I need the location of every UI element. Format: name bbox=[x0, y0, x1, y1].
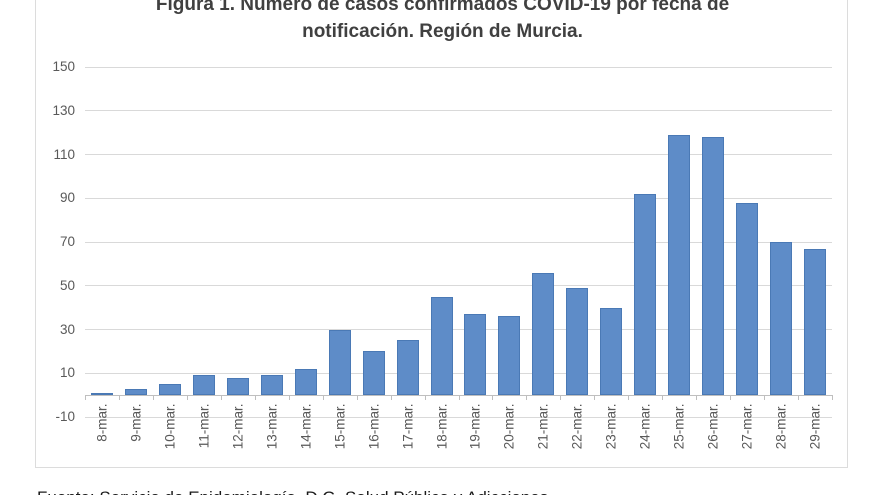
y-gridline bbox=[85, 285, 832, 287]
x-axis-tick bbox=[560, 395, 562, 401]
x-axis-tick-label: 23-mar. bbox=[603, 403, 619, 450]
x-axis-tick bbox=[220, 395, 222, 401]
bar-13-mar. bbox=[260, 375, 283, 396]
chart-title: Figura 1. Número de casos confirmados CO… bbox=[35, 0, 850, 45]
bar-23-mar. bbox=[600, 307, 623, 396]
x-axis-tick bbox=[798, 395, 800, 401]
x-axis-tick bbox=[526, 395, 528, 401]
x-axis-tick-label: 26-mar. bbox=[705, 403, 721, 450]
bar-26-mar. bbox=[702, 137, 725, 396]
y-axis-tick-label: -10 bbox=[55, 409, 75, 424]
bar-10-mar. bbox=[158, 384, 181, 396]
x-axis-tick bbox=[730, 395, 732, 401]
bar-18-mar. bbox=[430, 296, 453, 396]
y-axis-tick-label: 130 bbox=[52, 102, 75, 118]
source-note: Fuente: Servicio de Epidemiología. D.G. … bbox=[37, 488, 548, 495]
y-gridline bbox=[85, 66, 832, 68]
bar-8-mar. bbox=[90, 392, 113, 396]
x-axis-tick-label: 17-mar. bbox=[400, 403, 416, 450]
y-axis-tick-label: 30 bbox=[59, 321, 75, 337]
x-axis-tick-label: 25-mar. bbox=[671, 403, 687, 450]
bar-28-mar. bbox=[770, 242, 793, 396]
chart-title-line-2: notificación. Región de Murcia. bbox=[302, 21, 583, 42]
bar-17-mar. bbox=[396, 340, 419, 396]
bar-12-mar. bbox=[226, 377, 249, 396]
x-axis-tick bbox=[458, 395, 460, 401]
x-axis-tick bbox=[322, 395, 324, 401]
x-axis-tick-label: 15-mar. bbox=[332, 403, 348, 450]
x-axis-tick bbox=[832, 395, 833, 401]
x-axis-tick-label: 10-mar. bbox=[162, 403, 178, 450]
y-axis-tick-label: 110 bbox=[53, 146, 75, 162]
y-gridline bbox=[85, 372, 832, 374]
x-axis-tick bbox=[186, 395, 188, 401]
x-axis-tick-label: 9-mar. bbox=[128, 403, 144, 442]
x-axis-tick-label: 21-mar. bbox=[535, 403, 551, 450]
x-axis-tick bbox=[492, 395, 494, 401]
x-axis-tick-label: 27-mar. bbox=[739, 403, 755, 450]
bar-22-mar. bbox=[566, 287, 589, 396]
bar-11-mar. bbox=[192, 375, 215, 396]
y-gridline bbox=[85, 241, 832, 243]
x-axis-tick-label: 20-mar. bbox=[501, 403, 517, 450]
x-axis-tick bbox=[594, 395, 596, 401]
y-axis-tick-label: 90 bbox=[59, 190, 75, 206]
x-axis-tick bbox=[662, 395, 664, 401]
x-axis-tick-label: 14-mar. bbox=[298, 403, 314, 450]
chart-frame bbox=[35, 0, 848, 468]
bar-21-mar. bbox=[532, 272, 555, 396]
x-axis-tick-label: 12-mar. bbox=[230, 403, 246, 450]
x-axis-tick-label: 8-mar. bbox=[94, 403, 110, 442]
bar-14-mar. bbox=[294, 368, 317, 396]
y-axis-tick-label: 70 bbox=[59, 234, 75, 249]
bar-29-mar. bbox=[804, 248, 827, 396]
x-axis-tick-label: 19-mar. bbox=[467, 403, 483, 450]
bar-25-mar. bbox=[668, 134, 691, 396]
x-axis-tick-label: 18-mar. bbox=[434, 403, 450, 450]
bar-24-mar. bbox=[634, 193, 657, 396]
x-axis-tick bbox=[696, 395, 698, 401]
x-axis-tick-label: 16-mar. bbox=[366, 403, 382, 450]
x-axis-tick-label: 29-mar. bbox=[807, 403, 823, 450]
y-axis-tick-label: 10 bbox=[59, 365, 75, 381]
x-axis-tick bbox=[288, 395, 290, 401]
chart-title-line-1: Figura 1. Número de casos confirmados CO… bbox=[155, 0, 730, 15]
bar-20-mar. bbox=[498, 316, 521, 396]
y-gridline bbox=[85, 154, 832, 155]
x-axis-tick-label: 13-mar. bbox=[264, 403, 280, 450]
bar-15-mar. bbox=[328, 329, 351, 396]
x-axis-tick bbox=[390, 395, 392, 401]
x-axis-tick-label: 22-mar. bbox=[569, 403, 585, 450]
bar-27-mar. bbox=[736, 202, 759, 396]
y-axis-tick-label: 50 bbox=[59, 277, 75, 293]
y-gridline bbox=[85, 416, 832, 418]
bar-16-mar. bbox=[362, 351, 385, 396]
y-axis-tick-label: 150 bbox=[52, 59, 75, 74]
x-axis-tick bbox=[118, 395, 120, 401]
x-axis-tick bbox=[628, 395, 630, 401]
x-axis-tick-label: 24-mar. bbox=[637, 403, 653, 450]
x-axis-tick-label: 28-mar. bbox=[773, 403, 789, 450]
x-axis-tick bbox=[424, 395, 426, 401]
y-gridline bbox=[85, 329, 832, 330]
x-axis-tick bbox=[764, 395, 766, 401]
x-axis-tick-label: 11-mar. bbox=[196, 403, 212, 449]
x-axis-tick bbox=[152, 395, 154, 401]
x-axis-tick bbox=[85, 395, 86, 401]
x-axis-tick bbox=[356, 395, 358, 401]
y-gridline bbox=[85, 110, 832, 112]
bar-19-mar. bbox=[464, 314, 487, 396]
x-axis-tick bbox=[254, 395, 256, 401]
y-gridline bbox=[85, 197, 832, 199]
